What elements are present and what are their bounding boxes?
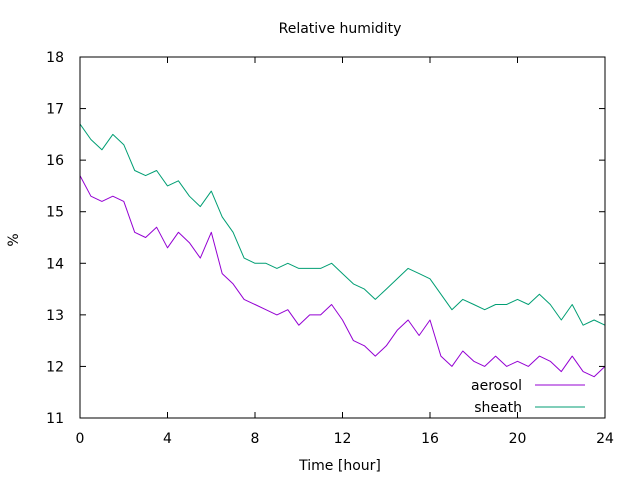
- plot-frame: [79, 56, 606, 419]
- series-group: [79, 123, 606, 378]
- y-axis-label: %: [6, 233, 22, 246]
- x-axis-label: Time [hour]: [298, 458, 381, 474]
- y-tick-label-6: 17: [46, 102, 64, 118]
- legend-label-aerosol: aerosol: [471, 378, 522, 394]
- y-tick-label-0: 11: [46, 411, 64, 427]
- x-tick-label-4: 16: [421, 431, 439, 447]
- y-tick-label-4: 15: [46, 205, 64, 221]
- chart-title: Relative humidity: [279, 21, 402, 37]
- x-tick-label-0: 0: [76, 431, 85, 447]
- y-tick-label-2: 13: [46, 308, 64, 324]
- y-tick-label-7: 18: [46, 50, 64, 66]
- x-tick-label-2: 8: [251, 431, 260, 447]
- legend-label-sheath: sheath: [474, 400, 522, 416]
- series-line-sheath: [79, 123, 606, 326]
- x-tick-label-3: 12: [334, 431, 352, 447]
- y-tick-label-3: 14: [46, 256, 64, 272]
- x-tick-label-1: 4: [163, 431, 172, 447]
- x-tick-label-6: 24: [596, 431, 614, 447]
- series-line-aerosol: [79, 175, 606, 378]
- x-tick-label-5: 20: [509, 431, 527, 447]
- y-tick-label-1: 12: [46, 359, 64, 375]
- ticks-group: 0 4 8 12 16 20 24 11 12 13 14 15 16 17 18: [46, 50, 614, 447]
- legend: aerosol sheath: [471, 378, 585, 416]
- y-tick-label-5: 16: [46, 153, 64, 169]
